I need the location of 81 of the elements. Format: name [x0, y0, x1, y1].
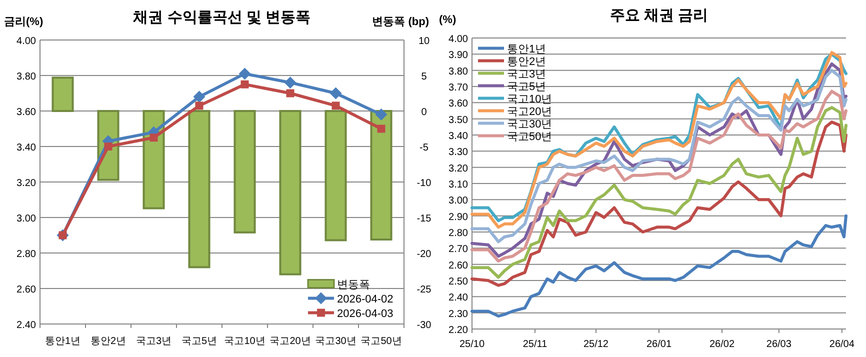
point [377, 124, 386, 133]
y-tick-label: 3.20 [16, 178, 36, 189]
point [240, 80, 249, 88]
y2-tick-label: -25 [416, 284, 432, 296]
point [332, 102, 340, 110]
y2-tick-label: -10 [416, 178, 432, 189]
x-tick-label: 26/01 [646, 339, 672, 350]
x-tick-label: 25/12 [583, 339, 609, 350]
y-tick-label: 3.30 [448, 147, 468, 158]
y-axis-title: (%) [439, 14, 456, 26]
point [238, 68, 251, 80]
y-tick-label: 3.70 [448, 82, 468, 94]
x-tick-label: 25/10 [459, 339, 485, 350]
y-tick-label: 2.90 [448, 212, 468, 223]
y-tick-label: 3.80 [448, 66, 468, 78]
y2-tick-label: 5 [421, 72, 428, 82]
y-tick-label: 2.30 [448, 308, 468, 320]
y-tick-label: 4.00 [16, 36, 36, 47]
x-tick-label: 국고50년 [360, 336, 402, 347]
legend-label: 2026-04-02 [337, 293, 394, 306]
point [104, 142, 112, 150]
y2-tick-label: -30 [416, 320, 432, 331]
y2-tick-label: -15 [416, 214, 432, 224]
x-tick-label: 국고3년 [136, 336, 172, 347]
y-tick-label: 2.80 [448, 228, 468, 239]
y-tick-label: 2.70 [448, 244, 468, 256]
point [284, 76, 296, 89]
y-tick-label: 4.00 [448, 34, 468, 45]
chart-title: 채권 수익률곡선 및 변동폭 [132, 9, 311, 26]
y-tick-label: 3.00 [448, 196, 468, 207]
y-tick-label: 3.60 [16, 107, 36, 118]
y-tick-label: 3.10 [448, 180, 468, 190]
line-series [470, 214, 848, 318]
x-tick-label: 26/02 [709, 339, 735, 350]
y-tick-label: 2.20 [448, 325, 468, 336]
y-tick-label: 3.60 [448, 98, 468, 110]
point [286, 89, 294, 98]
x-tick-label: 26/04 [829, 339, 855, 350]
legend-label: 2026-04-03 [337, 308, 394, 320]
legend-label: 통안1년 [507, 43, 546, 56]
x-tick-label: 국고5년 [181, 336, 218, 347]
legend-label: 국고3년 [507, 68, 546, 80]
y-axis-title: 금리(%) [4, 16, 44, 28]
x-tick-label: 통안2년 [90, 336, 126, 347]
x-tick-label: 25/11 [522, 339, 548, 350]
legend-label: 국고10년 [507, 93, 552, 106]
legend-label: 변동폭 [337, 278, 370, 291]
chart-title: 주요 채권 금리 [610, 7, 708, 24]
y2-tick-label: 0 [421, 107, 428, 118]
point [375, 108, 388, 121]
y-tick-label: 3.20 [448, 163, 468, 174]
x-tick-label: 국고20년 [270, 336, 311, 347]
y2-tick-label: 10 [418, 36, 430, 47]
point [330, 87, 342, 100]
y2-tick-label: -5 [420, 142, 429, 154]
y-tick-label: 3.00 [16, 214, 36, 224]
y-tick-label: 3.40 [448, 131, 468, 142]
y2-axis-title: 변동폭 (bp) [372, 16, 430, 28]
y-tick-label: 2.80 [16, 249, 36, 260]
point [193, 90, 206, 103]
x-tick-label: 26/03 [766, 339, 792, 350]
legend-label: 국고5년 [507, 80, 546, 93]
y-tick-label: 2.50 [448, 276, 468, 288]
y-tick-label: 2.40 [448, 292, 468, 304]
point [195, 102, 204, 110]
y-tick-label: 2.60 [16, 284, 36, 296]
legend-label: 국고50년 [507, 130, 552, 143]
x-tick-label: 국고30년 [315, 336, 356, 347]
y2-tick-label: -20 [416, 249, 432, 260]
legend-label: 국고30년 [507, 118, 552, 130]
y-tick-label: 3.90 [448, 50, 468, 62]
y-tick-label: 2.40 [16, 320, 36, 331]
legend-label: 통안2년 [507, 56, 546, 68]
legend-label: 국고20년 [507, 106, 552, 118]
y-tick-label: 3.40 [16, 142, 36, 154]
y-tick-label: 3.80 [16, 72, 36, 82]
x-tick-label: 국고10년 [224, 336, 266, 347]
y-tick-label: 3.50 [448, 114, 468, 126]
x-tick-label: 통안1년 [44, 336, 81, 347]
point [150, 134, 158, 142]
y-tick-label: 2.60 [448, 260, 468, 272]
